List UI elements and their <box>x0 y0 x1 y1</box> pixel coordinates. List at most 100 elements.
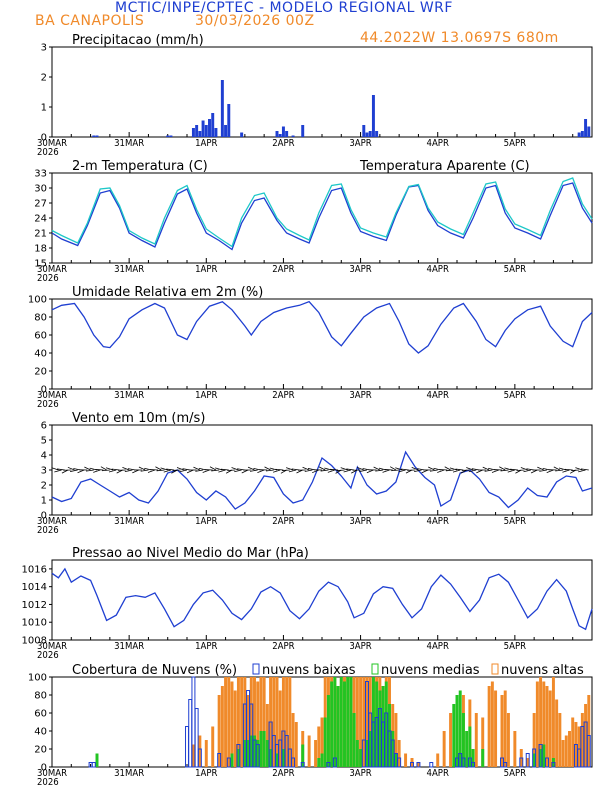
wind-arrow <box>330 468 339 471</box>
precip-bar <box>92 135 96 137</box>
clouds-bar <box>226 757 231 768</box>
wind-arrow <box>449 467 458 471</box>
temp-xtick-label: 31MAR <box>114 264 144 275</box>
clouds-bar <box>513 731 517 767</box>
clouds-bar <box>410 762 414 768</box>
clouds-bar <box>416 762 420 767</box>
pressure-ytick-label: 1010 <box>22 618 47 629</box>
clouds-bar <box>253 677 256 767</box>
clouds-bar <box>236 677 240 767</box>
clouds-bar <box>352 713 356 767</box>
wind-xtick-label: 5APR <box>504 516 526 527</box>
wind-arrow <box>484 469 493 472</box>
wind-arrow <box>373 466 381 471</box>
humidity-xtick-label: 31MAR <box>114 390 144 401</box>
precip-bar <box>577 132 581 137</box>
clouds-bar <box>368 677 372 767</box>
clouds-legend-label: nuvens baixas <box>262 663 356 678</box>
wind-arrow <box>304 469 313 472</box>
clouds-bar <box>323 717 327 767</box>
temp-series-temperatura <box>51 182 593 251</box>
clouds-bar <box>256 740 260 767</box>
temp-ytick-label: 33 <box>34 169 47 180</box>
clouds-bar <box>561 740 565 767</box>
wind-arrow <box>499 466 506 471</box>
precip-bar <box>584 119 588 137</box>
clouds-bar <box>545 686 549 767</box>
clouds-ytick-label: 40 <box>34 727 47 738</box>
precip-bar <box>587 126 591 137</box>
precip-bar <box>191 128 195 137</box>
clouds-bar <box>326 762 331 768</box>
precip-bar <box>362 125 366 137</box>
pressure-xtick-label: 4APR <box>427 641 449 652</box>
wind-arrow <box>327 469 335 473</box>
wind-arrow <box>384 469 393 471</box>
pressure-ytick-label: 1016 <box>22 564 47 575</box>
clouds-bar <box>291 713 295 767</box>
wind-arrow <box>122 467 130 471</box>
wind-arrow <box>444 466 451 471</box>
clouds-bar <box>343 681 346 767</box>
humidity-ytick-label: 100 <box>28 295 47 306</box>
clouds-bar <box>538 744 543 768</box>
wind-arrow <box>580 468 589 471</box>
clouds-bar <box>278 690 282 767</box>
wind-arrow <box>318 466 326 471</box>
clouds-bar <box>500 695 504 767</box>
wind-arrow <box>101 469 110 472</box>
wind-xtick-label: 3APR <box>349 516 371 527</box>
clouds-bar <box>275 753 279 767</box>
wind-arrow <box>482 466 490 471</box>
clouds-bar <box>519 757 524 768</box>
wind-arrow <box>504 467 512 471</box>
precip-xtick-label: 31MAR <box>114 138 144 149</box>
clouds-bar <box>571 717 575 767</box>
clouds-bar <box>558 713 562 767</box>
clouds-bar <box>95 753 99 767</box>
pressure-panel: 1008 1010 1012 1014 1016 30MAR 31MAR 1APR 2APR 3A… <box>22 546 593 661</box>
clouds-bar <box>317 726 321 767</box>
clouds-bar <box>336 686 340 767</box>
precip-panel: 0 1 2 3 30MAR 31MAR 1APR 2APR 3APR 4APR 5APR 2026 Pr… <box>37 33 593 158</box>
pressure-xtick-label: 1APR <box>195 641 217 652</box>
wind-arrow <box>539 469 548 472</box>
clouds-bar <box>285 677 289 767</box>
pressure-title: Pressao ao Nivel Medio do Mar (hPa) <box>72 546 309 561</box>
clouds-bar <box>249 735 253 767</box>
clouds-bar <box>471 762 476 768</box>
clouds-bar <box>481 749 485 767</box>
clouds-bar <box>394 753 398 767</box>
clouds-bar <box>564 735 568 767</box>
clouds-bar <box>255 744 260 768</box>
temp-xtick-label: 1APR <box>195 264 217 275</box>
wind-arrow <box>209 466 217 471</box>
wind-arrow <box>346 468 355 471</box>
precip-year-label: 2026 <box>37 147 59 158</box>
wind-arrow <box>195 469 204 472</box>
clouds-bar <box>397 757 402 768</box>
clouds-bar <box>291 757 296 768</box>
clouds-bar <box>503 690 507 767</box>
wind-arrow <box>312 469 319 474</box>
wind-arrow <box>343 469 352 473</box>
wind-arrow <box>516 469 525 471</box>
wind-arrow <box>375 469 384 472</box>
clouds-bar <box>256 681 260 767</box>
wind-xtick-label: 4APR <box>427 516 449 527</box>
wind-arrow <box>520 467 528 471</box>
precip-bar <box>198 131 202 137</box>
clouds-xtick-label: 1APR <box>195 768 217 779</box>
wind-year-label: 2026 <box>37 525 59 536</box>
clouds-bar <box>262 731 266 767</box>
humidity-ytick-label: 40 <box>34 349 47 360</box>
clouds-bar <box>584 704 588 767</box>
clouds-bar <box>580 713 584 767</box>
wind-arrow <box>140 469 149 472</box>
temp-series-temperatura-aparente <box>51 177 593 248</box>
clouds-bar <box>91 762 96 768</box>
humidity-title: Umidade Relativa em 2m (%) <box>72 285 263 300</box>
wind-line <box>51 450 593 510</box>
clouds-bar <box>217 695 221 767</box>
